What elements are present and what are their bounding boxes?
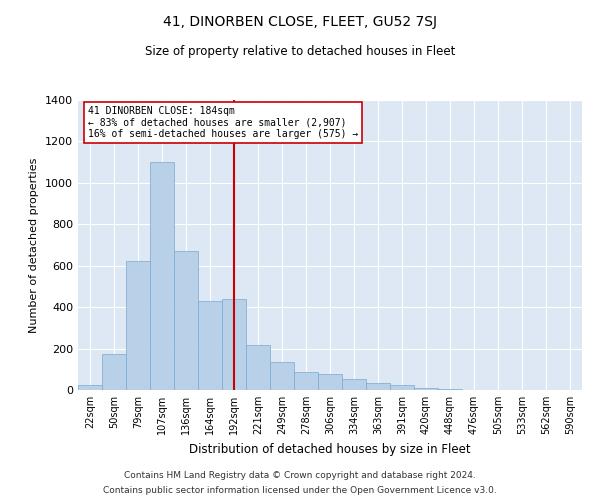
- Bar: [174, 251, 198, 390]
- Text: Contains HM Land Registry data © Crown copyright and database right 2024.: Contains HM Land Registry data © Crown c…: [124, 471, 476, 480]
- Text: Contains public sector information licensed under the Open Government Licence v3: Contains public sector information licen…: [103, 486, 497, 495]
- Bar: [390, 385, 414, 390]
- Bar: [126, 260, 150, 390]
- Bar: [222, 299, 246, 390]
- Y-axis label: Number of detached properties: Number of detached properties: [29, 158, 40, 332]
- Bar: [246, 346, 270, 390]
- Bar: [78, 385, 102, 390]
- Text: Size of property relative to detached houses in Fleet: Size of property relative to detached ho…: [145, 45, 455, 58]
- Bar: [270, 362, 294, 390]
- Bar: [438, 389, 462, 390]
- Text: 41 DINORBEN CLOSE: 184sqm
← 83% of detached houses are smaller (2,907)
16% of se: 41 DINORBEN CLOSE: 184sqm ← 83% of detac…: [88, 106, 358, 139]
- Bar: [342, 378, 366, 390]
- Bar: [294, 372, 318, 390]
- X-axis label: Distribution of detached houses by size in Fleet: Distribution of detached houses by size …: [189, 442, 471, 456]
- Bar: [366, 384, 390, 390]
- Bar: [318, 374, 342, 390]
- Text: 41, DINORBEN CLOSE, FLEET, GU52 7SJ: 41, DINORBEN CLOSE, FLEET, GU52 7SJ: [163, 15, 437, 29]
- Bar: [414, 388, 438, 390]
- Bar: [198, 301, 222, 390]
- Bar: [150, 162, 174, 390]
- Bar: [102, 354, 126, 390]
